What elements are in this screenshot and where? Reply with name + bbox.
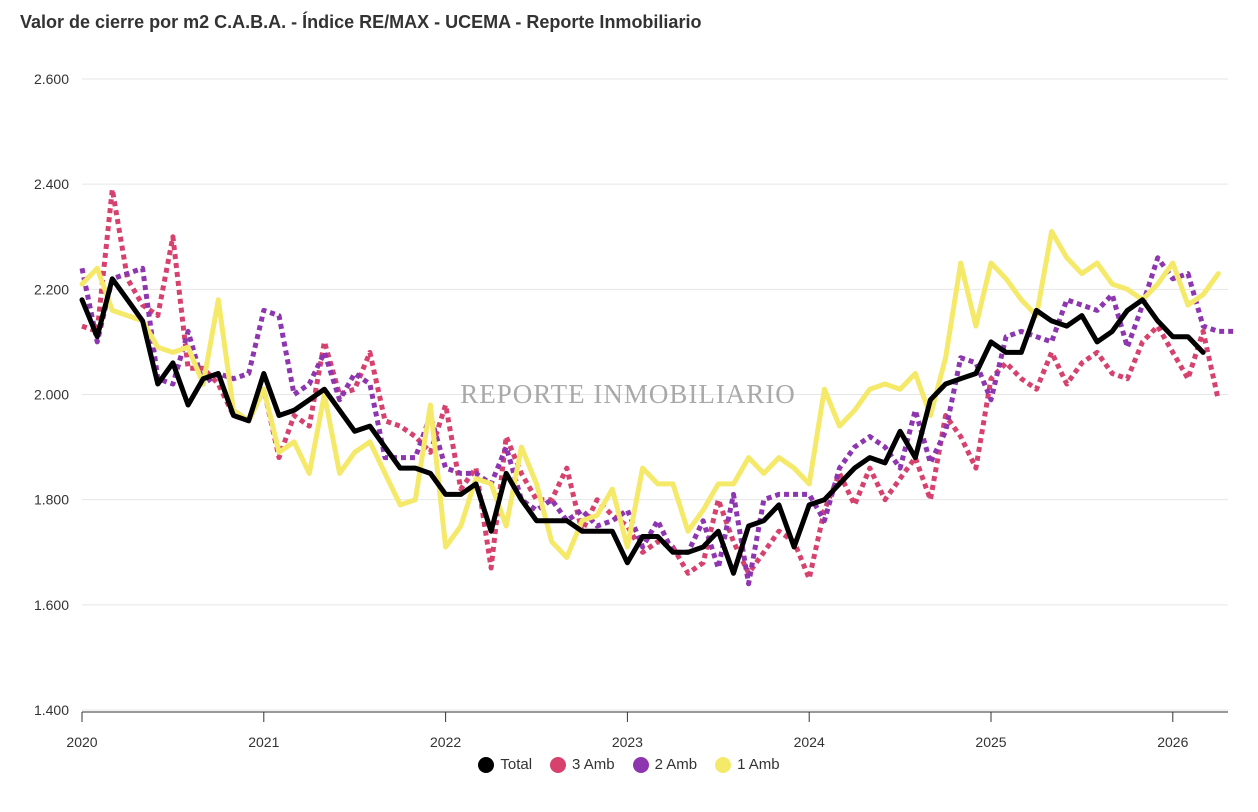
y-tick-label: 1.800 bbox=[34, 492, 69, 508]
legend-label-3-amb: 3 Amb bbox=[572, 756, 615, 773]
y-tick-label: 2.200 bbox=[34, 281, 69, 297]
legend-marker-1-amb bbox=[715, 756, 732, 773]
legend-item-total[interactable]: Total bbox=[478, 756, 532, 773]
y-tick-label: 2.000 bbox=[34, 387, 69, 403]
legend-marker-total bbox=[478, 756, 495, 773]
y-tick-label: 2.400 bbox=[34, 176, 69, 192]
legend-label-total: Total bbox=[500, 756, 533, 773]
legend-item-3-amb[interactable]: 3 Amb bbox=[550, 756, 615, 773]
x-tick-label: 2026 bbox=[1157, 734, 1188, 750]
legend-marker-3-amb bbox=[550, 756, 567, 773]
legend-item-2-amb[interactable]: 2 Amb bbox=[632, 756, 698, 773]
x-tick-label: 2025 bbox=[975, 734, 1006, 750]
grid-lines bbox=[82, 78, 1228, 711]
y-tick-label: 1.600 bbox=[34, 597, 69, 613]
x-tick-label: 2023 bbox=[612, 734, 643, 750]
y-tick-label: 1.400 bbox=[34, 702, 69, 718]
x-tick-label: 2024 bbox=[794, 734, 825, 750]
legend-label-1-amb: 1 Amb bbox=[737, 756, 780, 773]
legend: Total 3 Amb 2 Amb 1 Amb bbox=[0, 756, 1258, 773]
y-tick-label: 2.600 bbox=[34, 71, 69, 87]
legend-marker-2-amb bbox=[632, 756, 649, 773]
x-tick-label: 2020 bbox=[66, 734, 97, 750]
chart-title: Valor de cierre por m2 C.A.B.A. - Índice… bbox=[20, 12, 702, 32]
legend-label-2-amb: 2 Amb bbox=[654, 756, 698, 773]
axes: 1.400 1.600 1.800 2.000 2.200 2.400 2.600 2020 2… bbox=[34, 71, 1228, 750]
series-line-1-amb bbox=[79, 229, 1221, 560]
series-lines bbox=[79, 186, 1234, 587]
series-line-2-amb bbox=[79, 255, 1234, 587]
watermark-text: REPORTE INMOBILIARIO bbox=[460, 379, 796, 409]
x-tick-label: 2021 bbox=[248, 734, 279, 750]
legend-item-1-amb[interactable]: 1 Amb bbox=[715, 756, 780, 773]
series-line-total bbox=[79, 276, 1206, 576]
x-tick-label: 2022 bbox=[430, 734, 461, 750]
